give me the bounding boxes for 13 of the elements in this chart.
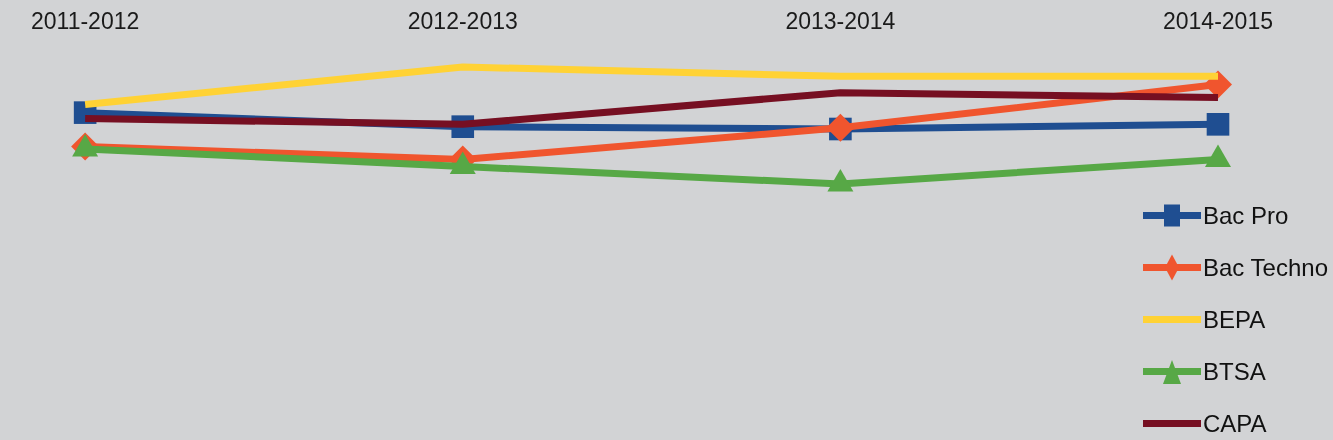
x-tick-label: 2014-2015	[1163, 7, 1273, 34]
point	[1205, 144, 1231, 167]
x-tick-label: 2013-2014	[785, 7, 896, 34]
x-tick-label: 2012-2013	[407, 7, 518, 34]
point	[1206, 113, 1230, 136]
legend-label: Bac Techno	[1203, 253, 1328, 281]
legend-label: Bac Pro	[1203, 201, 1289, 229]
legend-label: BTSA	[1203, 357, 1266, 385]
legend-label: BEPA	[1203, 305, 1266, 333]
point	[827, 169, 854, 192]
point	[449, 151, 476, 174]
x-tick-label: 2011-2012	[30, 7, 140, 34]
legend-label: CAPA	[1203, 409, 1267, 437]
